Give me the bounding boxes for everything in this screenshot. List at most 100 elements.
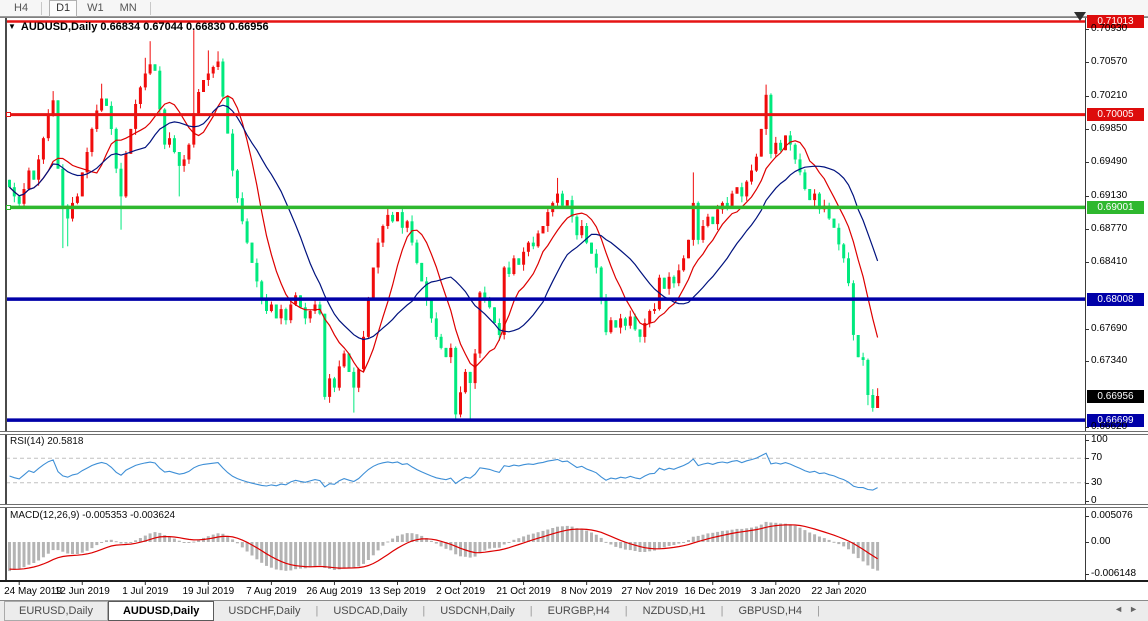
rsi-axis-label: 100 xyxy=(1091,434,1108,445)
date-axis-label: 16 Dec 2019 xyxy=(684,586,742,597)
rsi-tick xyxy=(1085,501,1089,502)
price-line-badge-0.70005: 0.70005 xyxy=(1087,108,1144,122)
tab-separator: | xyxy=(315,605,319,617)
date-axis-label: 21 Oct 2019 xyxy=(496,586,551,597)
price-axis-label: 0.70570 xyxy=(1091,56,1128,68)
ohlc-values: 0.66834 0.67044 0.66830 0.66956 xyxy=(100,21,269,33)
tab-separator: | xyxy=(529,605,533,617)
rsi-label: RSI(14) 20.5818 xyxy=(10,436,84,447)
tab-separator: | xyxy=(720,605,724,617)
price-tick xyxy=(1085,29,1089,31)
price-tick xyxy=(1085,195,1089,197)
macd-axis-label: 0.00 xyxy=(1091,536,1111,547)
main-rsi-separator[interactable] xyxy=(0,431,1148,435)
macd-tick xyxy=(1085,573,1089,575)
chart-title: ▼ AUDUSD,Daily 0.66834 0.67044 0.66830 0.… xyxy=(8,21,269,33)
tab-scroll-right-icon: ► xyxy=(1129,604,1144,614)
rsi-axis-label: 30 xyxy=(1091,476,1103,488)
price-line-badge-0.71013: 0.71013 xyxy=(1087,15,1144,28)
tab-separator: | xyxy=(624,605,628,617)
rsi-tick xyxy=(1085,482,1089,484)
chart-canvas[interactable] xyxy=(6,18,1085,580)
tab-EURUSD-Daily[interactable]: EURUSD,Daily xyxy=(4,601,108,621)
price-line-badge-0.68008: 0.68008 xyxy=(1087,292,1144,306)
tab-USDCAD-Daily[interactable]: USDCAD,Daily xyxy=(333,605,408,617)
date-axis-label: 26 Aug 2019 xyxy=(306,586,363,597)
macd-signal-value: -0.003624 xyxy=(130,510,176,521)
date-axis-label: 8 Nov 2019 xyxy=(561,586,613,597)
price-axis-label: 0.67340 xyxy=(1091,354,1128,366)
chart-shift-marker-icon xyxy=(1074,12,1086,21)
date-axis-label: 7 Aug 2019 xyxy=(246,586,297,597)
price-tick xyxy=(1085,128,1089,130)
price-tick xyxy=(1085,228,1089,230)
date-axis-label: 24 May 2019 xyxy=(4,586,62,597)
macd-tick xyxy=(1085,516,1089,517)
tab-USDCNH-Daily[interactable]: USDCNH,Daily xyxy=(440,605,515,617)
price-axis-label: 0.70210 xyxy=(1091,89,1128,101)
date-axis-label: 2 Oct 2019 xyxy=(436,586,486,597)
rsi-tick xyxy=(1085,440,1089,441)
price-line-badge-0.69001: 0.69001 xyxy=(1087,200,1144,214)
hline-handle-0.70005[interactable] xyxy=(6,112,11,118)
toolbar-separator xyxy=(149,1,151,15)
timeframe-button-MN[interactable]: MN xyxy=(119,1,137,14)
price-axis-label: 0.69490 xyxy=(1091,156,1128,168)
chart-left-border xyxy=(5,18,7,580)
price-tick xyxy=(1085,95,1089,97)
macd-tick xyxy=(1085,542,1089,543)
tab-EURGBP-H4[interactable]: EURGBP,H4 xyxy=(547,605,610,617)
tab-separator: | xyxy=(422,605,426,617)
rsi-tick xyxy=(1085,458,1089,460)
tab-scroll-left-icon: ◄ xyxy=(1114,604,1130,614)
price-axis-label: 0.66620 xyxy=(1091,421,1128,433)
price-axis-label: 0.69850 xyxy=(1091,122,1128,134)
date-axis-label: 22 Jan 2020 xyxy=(811,586,867,597)
timeframe-button-H4[interactable]: H4 xyxy=(14,1,29,14)
macd-label: MACD(12,26,9) -0.005353 -0.003624 xyxy=(10,510,176,521)
symbol-dropdown-icon[interactable]: ▼ xyxy=(8,22,16,31)
price-axis-label: 0.68410 xyxy=(1091,256,1128,267)
tab-USDCHF-Daily[interactable]: USDCHF,Daily xyxy=(228,605,301,617)
symbol-tabbar: EURUSD,Daily AUDUSD,Daily USDCHF,Daily | USD… xyxy=(0,600,1148,621)
toolbar-separator xyxy=(41,1,43,15)
tab-scroll-arrows[interactable]: ◄► xyxy=(1114,604,1144,614)
rsi-value: 20.5818 xyxy=(47,436,84,447)
timeframe-toolbar: H4 D1 W1 MN xyxy=(0,0,1148,17)
price-axis-label: 0.67690 xyxy=(1091,322,1128,334)
price-tick xyxy=(1085,262,1089,263)
price-axis-label: 0.70930 xyxy=(1091,23,1128,35)
macd-value: -0.005353 xyxy=(82,510,128,521)
tab-AUDUSD-Daily[interactable]: AUDUSD,Daily xyxy=(107,601,215,621)
price-tick xyxy=(1085,427,1089,429)
symbol-name: AUDUSD,Daily xyxy=(20,21,98,33)
rsi-axis-label: 70 xyxy=(1091,452,1103,464)
tab-NZDUSD-H1[interactable]: NZDUSD,H1 xyxy=(642,605,706,617)
chart-top-border xyxy=(0,17,1148,18)
price-line-badge-0.66699: 0.66699 xyxy=(1087,413,1144,427)
date-axis-label: 12 Jun 2019 xyxy=(54,586,110,597)
current-price-badge: 0.66956 xyxy=(1087,389,1144,403)
tab-separator: | xyxy=(817,605,820,617)
rsi-macd-separator[interactable] xyxy=(0,504,1148,508)
hline-handle-0.69001[interactable] xyxy=(6,204,11,210)
tab-GBPUSD-H4[interactable]: GBPUSD,H4 xyxy=(738,605,803,617)
rsi-axis-label: 0 xyxy=(1091,495,1097,506)
macd-axis-label: 0.005076 xyxy=(1091,510,1133,521)
price-tick xyxy=(1085,328,1089,330)
price-tick xyxy=(1085,162,1089,164)
date-axis-border xyxy=(0,580,1148,582)
price-tick xyxy=(1085,360,1089,362)
date-axis-label: 3 Jan 2020 xyxy=(751,586,801,597)
date-axis-label: 1 Jul 2019 xyxy=(122,586,169,597)
price-tick xyxy=(1085,62,1089,64)
timeframe-button-D1[interactable]: D1 xyxy=(49,0,78,17)
macd-axis-label: -0.006148 xyxy=(1091,567,1137,579)
date-axis-label: 13 Sep 2019 xyxy=(369,586,426,597)
timeframe-button-W1[interactable]: W1 xyxy=(87,1,104,14)
price-axis-label: 0.69130 xyxy=(1091,189,1128,201)
date-axis-label: 27 Nov 2019 xyxy=(621,586,679,597)
date-axis-label: 19 Jul 2019 xyxy=(182,586,235,597)
price-axis-label: 0.68770 xyxy=(1091,222,1128,234)
